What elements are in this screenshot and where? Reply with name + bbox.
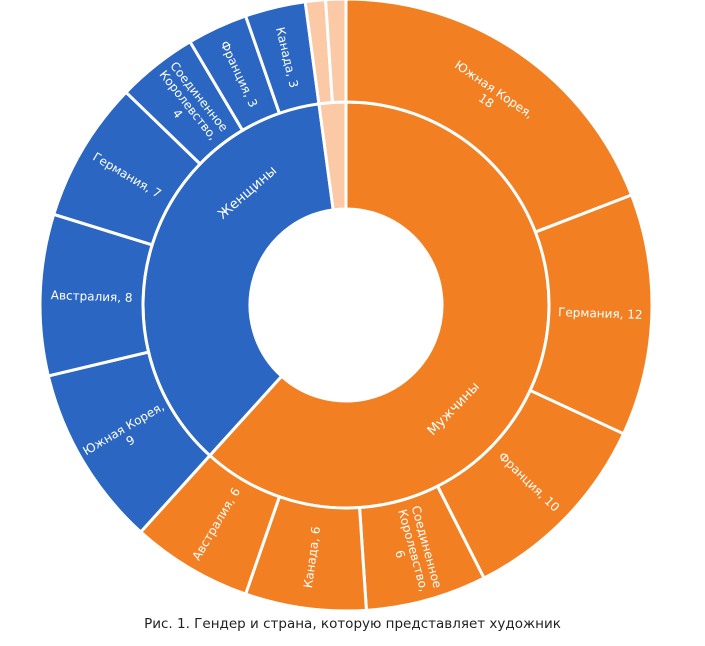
outer-slice-Мужчины-0[interactable]	[344, 0, 634, 234]
outer-slice-label: Германия, 12	[558, 305, 643, 322]
figure-caption: Рис. 1. Гендер и страна, которую предста…	[144, 616, 561, 632]
outer-slice-label: Австралия, 8	[51, 288, 133, 305]
outer-slice-other-1[interactable]	[324, 0, 348, 105]
